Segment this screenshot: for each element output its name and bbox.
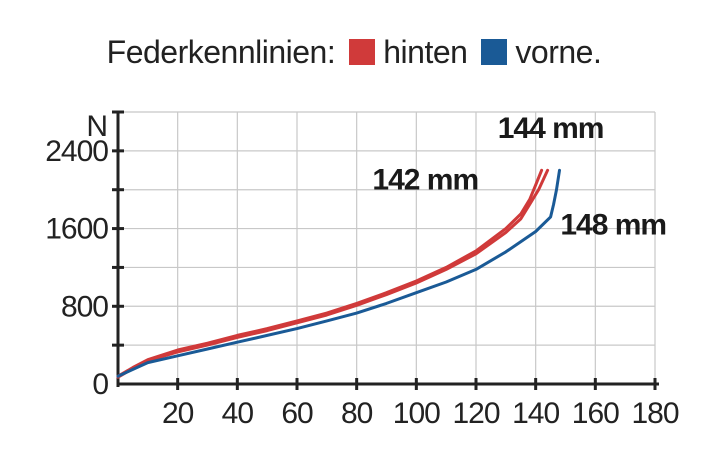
- annotations: 144 mm 142 mm 148 mm: [372, 112, 667, 241]
- x-tick-label: 140: [512, 397, 559, 430]
- series-line-142-mm: [116, 168, 544, 378]
- x-tick-label: 120: [452, 397, 499, 430]
- x-tick-label: 80: [341, 397, 373, 430]
- y-tick-label: 0: [92, 368, 108, 401]
- legend-swatch-vorne: [481, 39, 508, 65]
- x-tick-label: 160: [572, 397, 619, 430]
- legend-swatch-hinten: [349, 39, 376, 65]
- series-line-144-mm: [116, 168, 550, 379]
- grid: [118, 111, 656, 384]
- series-group: [116, 168, 561, 379]
- x-tick-label: 40: [222, 397, 254, 430]
- y-tick-label: 1600: [45, 213, 108, 246]
- annotation-label: 142 mm: [372, 164, 478, 197]
- y-axis-label: N: [86, 110, 108, 143]
- x-tick-label: 20: [162, 397, 194, 430]
- legend-entry-vorne: vorne.: [515, 33, 602, 70]
- y-tick-label: 2400: [45, 135, 108, 168]
- x-tick-label: 100: [393, 397, 440, 430]
- legend-title: Federkennlinien:: [106, 33, 336, 70]
- annotation-label: 144 mm: [498, 112, 604, 145]
- legend: Federkennlinien: hinten vorne.: [0, 30, 712, 74]
- x-tick-label: 60: [281, 397, 313, 430]
- x-tick-label: 180: [631, 397, 678, 430]
- y-tick-label: 800: [61, 290, 108, 323]
- annotation-label: 148 mm: [560, 208, 666, 241]
- legend-entry-hinten: hinten: [383, 33, 468, 70]
- series-line-148-mm: [116, 168, 561, 378]
